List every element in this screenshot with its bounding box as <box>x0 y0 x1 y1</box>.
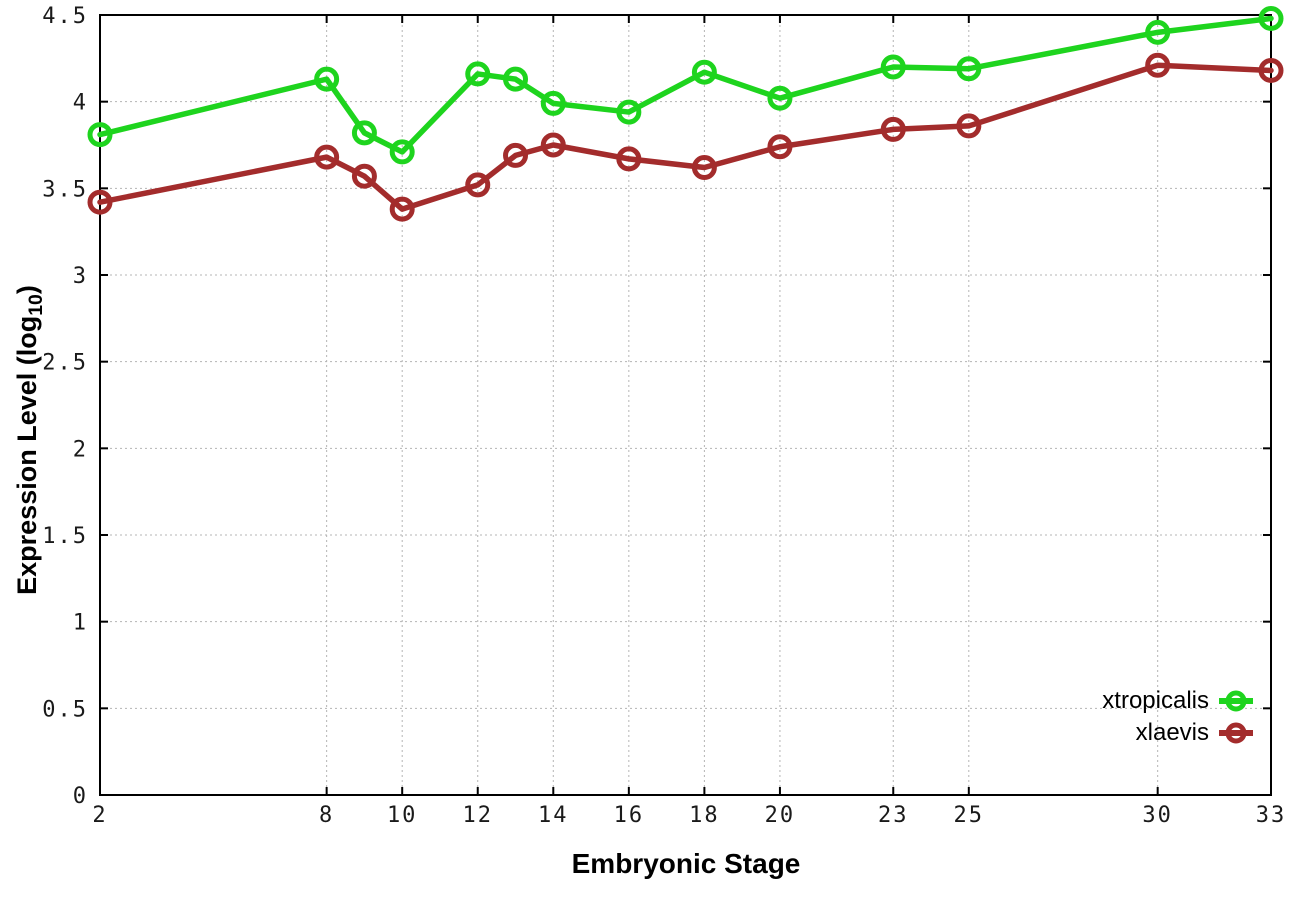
data-point-xlaevis <box>1258 57 1284 83</box>
data-point-xtropicalis <box>1258 5 1284 31</box>
x-tick-label: 14 <box>538 803 569 828</box>
x-tick-label: 2 <box>92 803 107 828</box>
data-point-xlaevis <box>956 113 982 139</box>
x-tick-label: 10 <box>387 803 418 828</box>
y-tick-label: 4 <box>73 91 88 116</box>
y-tick-label: 4.5 <box>42 4 88 29</box>
x-tick-label: 23 <box>878 803 909 828</box>
y-tick-label: 0 <box>73 784 88 809</box>
data-point-xtropicalis <box>389 139 415 165</box>
x-tick-label: 20 <box>765 803 796 828</box>
data-point-xtropicalis <box>691 59 717 85</box>
y-tick-label: 1 <box>73 611 88 636</box>
data-point-xtropicalis <box>1145 19 1171 45</box>
y-axis-title-text: Expression Level (log <box>11 315 42 595</box>
data-point-xlaevis <box>1145 52 1171 78</box>
x-tick-label: 18 <box>689 803 720 828</box>
x-tick-label: 25 <box>954 803 985 828</box>
data-point-xtropicalis <box>351 120 377 146</box>
x-tick-label: 8 <box>319 803 334 828</box>
data-point-xlaevis <box>87 189 113 215</box>
y-axis-title: Expression Level (log10) <box>12 285 48 595</box>
data-point-xtropicalis <box>465 61 491 87</box>
x-tick-label: 30 <box>1142 803 1173 828</box>
x-tick-label: 12 <box>462 803 493 828</box>
x-tick-label: 33 <box>1256 803 1287 828</box>
data-point-xlaevis <box>389 196 415 222</box>
data-point-xlaevis <box>616 146 642 172</box>
data-point-xlaevis <box>465 172 491 198</box>
data-point-xtropicalis <box>616 99 642 125</box>
data-point-xtropicalis <box>503 66 529 92</box>
legend-marker-xlaevis <box>1219 720 1253 746</box>
x-axis-title: Embryonic Stage <box>571 848 801 879</box>
y-axis-title-suffix: ) <box>11 285 42 295</box>
legend-label-xtropicalis: xtropicalis <box>1102 687 1209 714</box>
legend: xtropicalis xlaevis <box>1102 685 1253 749</box>
series-line-xlaevis <box>97 62 1274 212</box>
legend-label-xlaevis: xlaevis <box>1135 719 1209 746</box>
data-point-xlaevis <box>314 144 340 170</box>
data-point-xlaevis <box>767 134 793 160</box>
legend-sample-circle-icon <box>1225 722 1247 744</box>
data-point-xtropicalis <box>880 54 906 80</box>
y-tick-label: 3 <box>73 264 88 289</box>
legend-sample-circle-icon <box>1225 690 1247 712</box>
data-point-xtropicalis <box>767 85 793 111</box>
y-tick-label: 0.5 <box>42 697 88 722</box>
legend-marker-xtropicalis <box>1219 688 1253 714</box>
data-point-xtropicalis <box>956 56 982 82</box>
data-point-xtropicalis <box>540 90 566 116</box>
y-axis-title-subscript: 10 <box>25 294 48 316</box>
legend-item-xtropicalis: xtropicalis <box>1102 685 1253 717</box>
data-point-xlaevis <box>351 163 377 189</box>
legend-item-xlaevis: xlaevis <box>1102 717 1253 749</box>
y-tick-label: 2 <box>73 437 88 462</box>
series-line-xtropicalis <box>97 15 1274 155</box>
y-tick-label: 3.5 <box>42 177 88 202</box>
data-point-xlaevis <box>880 116 906 142</box>
data-point-xtropicalis <box>314 66 340 92</box>
plot-border <box>99 14 1272 796</box>
y-tick-label: 1.5 <box>42 524 88 549</box>
data-point-xlaevis <box>691 155 717 181</box>
data-point-xlaevis <box>503 142 529 168</box>
data-point-xlaevis <box>540 132 566 158</box>
y-tick-label: 2.5 <box>42 351 88 376</box>
data-point-xtropicalis <box>87 122 113 148</box>
x-tick-label: 16 <box>614 803 645 828</box>
